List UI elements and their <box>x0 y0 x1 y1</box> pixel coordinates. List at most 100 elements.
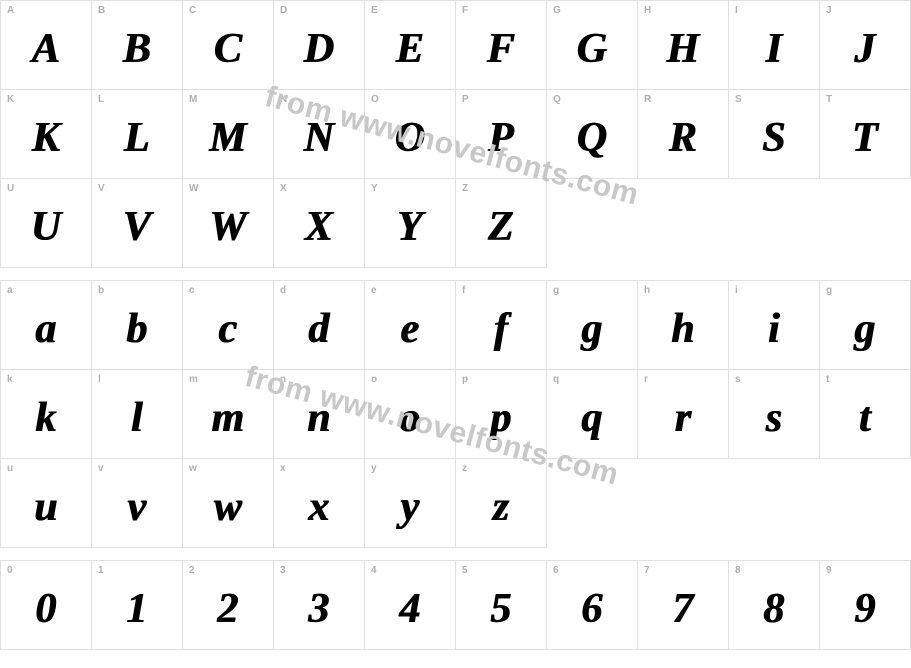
glyph-cell: tt <box>820 370 911 459</box>
cell-label: x <box>280 463 286 474</box>
glyph-cell: EE <box>365 1 456 90</box>
glyph-cell: 33 <box>274 561 365 650</box>
cell-glyph: d <box>274 281 364 369</box>
cell-label: w <box>189 463 197 474</box>
cell-glyph: n <box>274 370 364 458</box>
glyph-cell: zz <box>456 459 547 548</box>
cell-glyph: h <box>638 281 728 369</box>
cell-label: r <box>644 374 648 385</box>
cell-glyph: z <box>456 459 546 547</box>
cell-glyph: a <box>1 281 91 369</box>
cell-glyph: H <box>638 1 728 89</box>
cell-glyph: l <box>92 370 182 458</box>
cell-label: n <box>280 374 286 385</box>
cell-label: T <box>826 94 832 105</box>
glyph-cell: VV <box>92 179 183 268</box>
cell-label: D <box>280 5 287 16</box>
glyph-cell: YY <box>365 179 456 268</box>
glyph-cell: mm <box>183 370 274 459</box>
glyph-cell: 55 <box>456 561 547 650</box>
lowercase-grid: aabbccddeeffgghhiiggkkllmmnnooppqqrrsstt… <box>0 280 911 548</box>
cell-glyph: x <box>274 459 364 547</box>
cell-glyph: X <box>274 179 364 267</box>
glyph-cell: qq <box>547 370 638 459</box>
cell-glyph: k <box>1 370 91 458</box>
glyph-cell: xx <box>274 459 365 548</box>
cell-glyph: 9 <box>820 561 910 649</box>
cell-label: X <box>280 183 287 194</box>
cell-glyph: r <box>638 370 728 458</box>
cell-glyph: b <box>92 281 182 369</box>
cell-glyph: I <box>729 1 819 89</box>
cell-label: E <box>371 5 378 16</box>
cell-label: m <box>189 374 198 385</box>
cell-label: A <box>7 5 14 16</box>
cell-glyph: R <box>638 90 728 178</box>
cell-label: d <box>280 285 286 296</box>
cell-label: 5 <box>462 565 468 576</box>
cell-label: o <box>371 374 377 385</box>
cell-glyph: 1 <box>92 561 182 649</box>
section-gap <box>0 268 911 280</box>
section-gap <box>0 548 911 560</box>
cell-label: l <box>98 374 101 385</box>
glyph-cell: LL <box>92 90 183 179</box>
glyph-cell: 11 <box>92 561 183 650</box>
glyph-cell: yy <box>365 459 456 548</box>
glyph-cell: gg <box>820 281 911 370</box>
cell-glyph: A <box>1 1 91 89</box>
glyph-cell: RR <box>638 90 729 179</box>
cell-label: Q <box>553 94 561 105</box>
glyph-cell: 66 <box>547 561 638 650</box>
glyph-cell: BB <box>92 1 183 90</box>
cell-glyph: K <box>1 90 91 178</box>
cell-glyph: e <box>365 281 455 369</box>
cell-label: 9 <box>826 565 832 576</box>
cell-label: H <box>644 5 651 16</box>
glyph-cell: vv <box>92 459 183 548</box>
cell-label: U <box>7 183 14 194</box>
glyph-cell: TT <box>820 90 911 179</box>
glyph-cell: ll <box>92 370 183 459</box>
uppercase-grid: AABBCCDDEEFFGGHHIIJJKKLLMMNNOOPPQQRRSSTT… <box>0 0 911 268</box>
cell-label: i <box>735 285 738 296</box>
cell-glyph: Y <box>365 179 455 267</box>
glyph-cell: nn <box>274 370 365 459</box>
cell-glyph: V <box>92 179 182 267</box>
glyph-cell: KK <box>1 90 92 179</box>
cell-glyph: c <box>183 281 273 369</box>
cell-label: 7 <box>644 565 650 576</box>
cell-glyph: s <box>729 370 819 458</box>
glyph-cell: rr <box>638 370 729 459</box>
glyph-cell: ii <box>729 281 820 370</box>
glyph-cell: kk <box>1 370 92 459</box>
glyph-cell: hh <box>638 281 729 370</box>
glyph-cell: CC <box>183 1 274 90</box>
cell-glyph: 5 <box>456 561 546 649</box>
cell-glyph: q <box>547 370 637 458</box>
cell-label: L <box>98 94 104 105</box>
cell-label: 1 <box>98 565 104 576</box>
cell-label: V <box>98 183 105 194</box>
glyph-cell: HH <box>638 1 729 90</box>
cell-glyph: 3 <box>274 561 364 649</box>
cell-label: 4 <box>371 565 377 576</box>
glyph-cell: WW <box>183 179 274 268</box>
cell-label: a <box>7 285 13 296</box>
cell-label: f <box>462 285 465 296</box>
cell-label: t <box>826 374 829 385</box>
cell-glyph: J <box>820 1 910 89</box>
cell-label: G <box>553 5 561 16</box>
glyph-cell: UU <box>1 179 92 268</box>
glyph-cell: 22 <box>183 561 274 650</box>
cell-glyph: 4 <box>365 561 455 649</box>
cell-label: 3 <box>280 565 286 576</box>
digits-grid: 00112233445566778899 <box>0 560 911 650</box>
cell-label: S <box>735 94 742 105</box>
cell-label: Z <box>462 183 468 194</box>
glyph-cell: MM <box>183 90 274 179</box>
glyph-cell: aa <box>1 281 92 370</box>
glyph-cell: ee <box>365 281 456 370</box>
cell-label: k <box>7 374 13 385</box>
glyph-cell: NN <box>274 90 365 179</box>
